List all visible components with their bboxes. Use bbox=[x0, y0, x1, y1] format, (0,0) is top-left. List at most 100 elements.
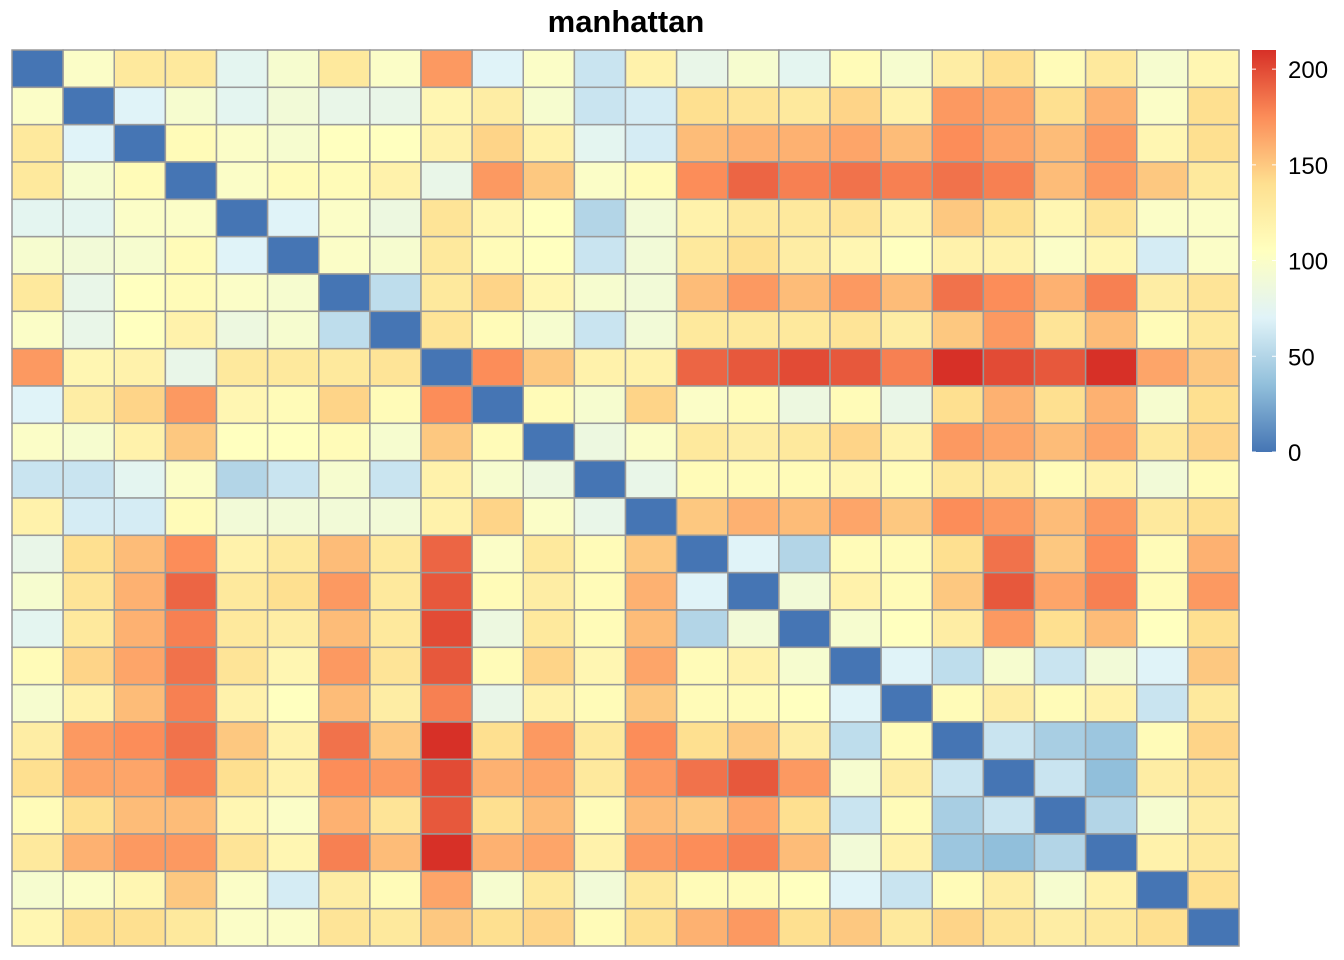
heatmap-cell bbox=[113, 795, 167, 835]
heatmap-cell bbox=[982, 422, 1036, 462]
heatmap-cell bbox=[1187, 571, 1240, 611]
heatmap-cell bbox=[1136, 646, 1189, 686]
heatmap-cell bbox=[829, 123, 882, 163]
heatmap-cell bbox=[266, 459, 320, 499]
heatmap-cell bbox=[931, 86, 985, 126]
heatmap-cell bbox=[62, 459, 116, 499]
heatmap-cell bbox=[829, 198, 882, 238]
heatmap-cell bbox=[215, 683, 269, 723]
heatmap-cell bbox=[215, 609, 269, 649]
heatmap-cell bbox=[164, 795, 218, 835]
heatmap-cell bbox=[1033, 347, 1087, 387]
heatmap-cell bbox=[369, 459, 422, 499]
heatmap-cell bbox=[675, 459, 729, 499]
legend-color-bar bbox=[1252, 50, 1276, 452]
heatmap-cell bbox=[727, 198, 780, 238]
heatmap-cells bbox=[11, 49, 1240, 947]
heatmap-cell bbox=[727, 347, 780, 387]
heatmap-cell bbox=[522, 86, 576, 126]
heatmap-cell bbox=[164, 459, 218, 499]
heatmap-cell bbox=[1033, 683, 1087, 723]
heatmap-cell bbox=[164, 123, 218, 163]
heatmap-cell bbox=[369, 683, 422, 723]
heatmap-cell bbox=[420, 422, 473, 462]
heatmap-cell bbox=[113, 198, 167, 238]
heatmap-cell bbox=[573, 49, 627, 89]
heatmap-cell bbox=[62, 571, 116, 611]
heatmap-cell bbox=[420, 161, 473, 201]
heatmap-cell bbox=[62, 721, 116, 761]
heatmap-cell bbox=[471, 273, 525, 313]
heatmap-cell bbox=[420, 198, 473, 238]
heatmap-cell bbox=[369, 758, 422, 798]
heatmap-cell bbox=[11, 721, 64, 761]
heatmap-cell bbox=[62, 833, 116, 873]
heatmap-cell bbox=[62, 49, 116, 89]
heatmap-cell bbox=[318, 422, 371, 462]
legend-tick-label: 50 bbox=[1288, 344, 1315, 371]
heatmap-cell bbox=[675, 310, 729, 350]
heatmap-cell bbox=[11, 534, 64, 574]
heatmap-cell bbox=[1084, 198, 1138, 238]
heatmap-cell bbox=[1136, 235, 1189, 275]
heatmap-cell bbox=[164, 571, 218, 611]
heatmap-cell bbox=[1187, 310, 1240, 350]
heatmap-cell bbox=[829, 758, 882, 798]
heatmap-cell bbox=[573, 86, 627, 126]
heatmap-cell bbox=[215, 310, 269, 350]
heatmap-cell bbox=[675, 385, 729, 425]
heatmap-cell bbox=[1084, 123, 1138, 163]
heatmap-cell bbox=[113, 571, 167, 611]
heatmap-cell bbox=[624, 161, 678, 201]
heatmap-cell bbox=[420, 310, 473, 350]
heatmap-cell bbox=[318, 198, 371, 238]
heatmap-cell bbox=[727, 86, 780, 126]
heatmap-cell bbox=[880, 198, 934, 238]
heatmap-cell bbox=[11, 385, 64, 425]
heatmap-cell bbox=[62, 310, 116, 350]
heatmap-cell bbox=[471, 907, 525, 947]
heatmap-cell bbox=[675, 758, 729, 798]
heatmap-cell bbox=[266, 497, 320, 537]
heatmap-cell bbox=[1084, 609, 1138, 649]
heatmap-cell bbox=[624, 683, 678, 723]
heatmap-cell bbox=[420, 273, 473, 313]
heatmap-cell bbox=[675, 123, 729, 163]
heatmap-cell bbox=[778, 646, 831, 686]
heatmap-cell bbox=[266, 123, 320, 163]
heatmap-cell bbox=[522, 273, 576, 313]
heatmap-cell bbox=[727, 235, 780, 275]
heatmap-cell bbox=[62, 870, 116, 910]
heatmap-cell bbox=[318, 833, 371, 873]
heatmap-cell bbox=[1136, 721, 1189, 761]
heatmap-cell bbox=[675, 795, 729, 835]
heatmap-cell bbox=[982, 870, 1036, 910]
heatmap-cell bbox=[727, 758, 780, 798]
heatmap-cell bbox=[931, 646, 985, 686]
legend-tick-label: 100 bbox=[1288, 249, 1328, 276]
chart-title: manhattan bbox=[548, 4, 705, 39]
heatmap-cell bbox=[266, 422, 320, 462]
heatmap-cell bbox=[829, 683, 882, 723]
heatmap-cell bbox=[1187, 683, 1240, 723]
heatmap-cell bbox=[522, 870, 576, 910]
heatmap-cell bbox=[829, 534, 882, 574]
heatmap-cell bbox=[215, 571, 269, 611]
heatmap-cell bbox=[880, 758, 934, 798]
heatmap-cell bbox=[471, 459, 525, 499]
heatmap-cell bbox=[420, 833, 473, 873]
heatmap-cell bbox=[215, 86, 269, 126]
heatmap-cell bbox=[1136, 49, 1189, 89]
heatmap-cell bbox=[624, 795, 678, 835]
heatmap-cell bbox=[113, 833, 167, 873]
heatmap-cell bbox=[369, 646, 422, 686]
heatmap-cell bbox=[420, 646, 473, 686]
heatmap-cell bbox=[829, 907, 882, 947]
heatmap-cell bbox=[62, 646, 116, 686]
heatmap-cell bbox=[420, 795, 473, 835]
heatmap-cell bbox=[778, 273, 831, 313]
heatmap-cell bbox=[164, 870, 218, 910]
heatmap-cell bbox=[931, 273, 985, 313]
heatmap-cell bbox=[727, 534, 780, 574]
